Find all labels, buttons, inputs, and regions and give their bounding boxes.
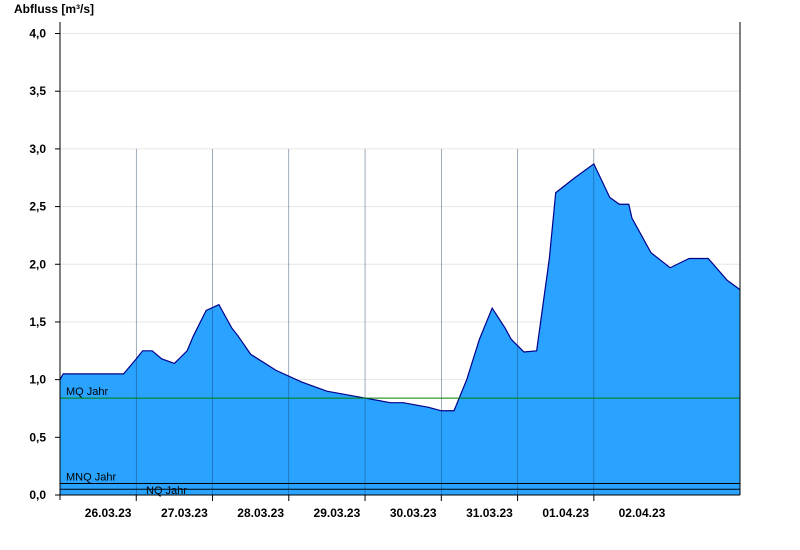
x-tick-label: 31.03.23	[466, 506, 513, 520]
reference-line-label: MQ Jahr	[66, 386, 109, 398]
y-tick-label: 2,5	[29, 200, 46, 214]
x-tick-label: 01.04.23	[542, 506, 589, 520]
y-tick-label: 3,5	[29, 84, 46, 98]
y-tick-label: 1,5	[29, 315, 46, 329]
x-tick-label: 30.03.23	[390, 506, 437, 520]
y-tick-label: 4,0	[29, 27, 46, 41]
reference-lines: MQ Jahr MNQ Jahr NQ Jahr	[60, 386, 740, 497]
y-tick-label: 2,0	[29, 257, 46, 271]
discharge-line	[59, 162, 741, 412]
discharge-area	[59, 148, 741, 495]
y-tick-label: 1,0	[29, 373, 46, 387]
reference-line-label: MNQ Jahr	[66, 471, 116, 483]
x-tick-label: 26.03.23	[85, 506, 132, 520]
x-tick-label: 28.03.23	[237, 506, 284, 520]
axes	[59, 22, 741, 500]
x-tick-label: 29.03.23	[314, 506, 361, 520]
x-tick-label: 27.03.23	[161, 506, 208, 520]
axis-ticks: 0,0 0,5 1,0 1,5 2,0 2,5 3,0 3,5 4,0 26.03.23 27.03…	[29, 27, 665, 520]
y-tick-label: 3,0	[29, 142, 46, 156]
reference-line-label: NQ Jahr	[146, 485, 187, 497]
y-tick-label: 0,5	[29, 430, 46, 444]
y-axis-title: Abfluss [m³/s]	[14, 2, 94, 16]
y-tick-label: 0,0	[29, 488, 46, 502]
x-tick-label: 02.04.23	[619, 506, 666, 520]
discharge-fill	[60, 163, 740, 495]
